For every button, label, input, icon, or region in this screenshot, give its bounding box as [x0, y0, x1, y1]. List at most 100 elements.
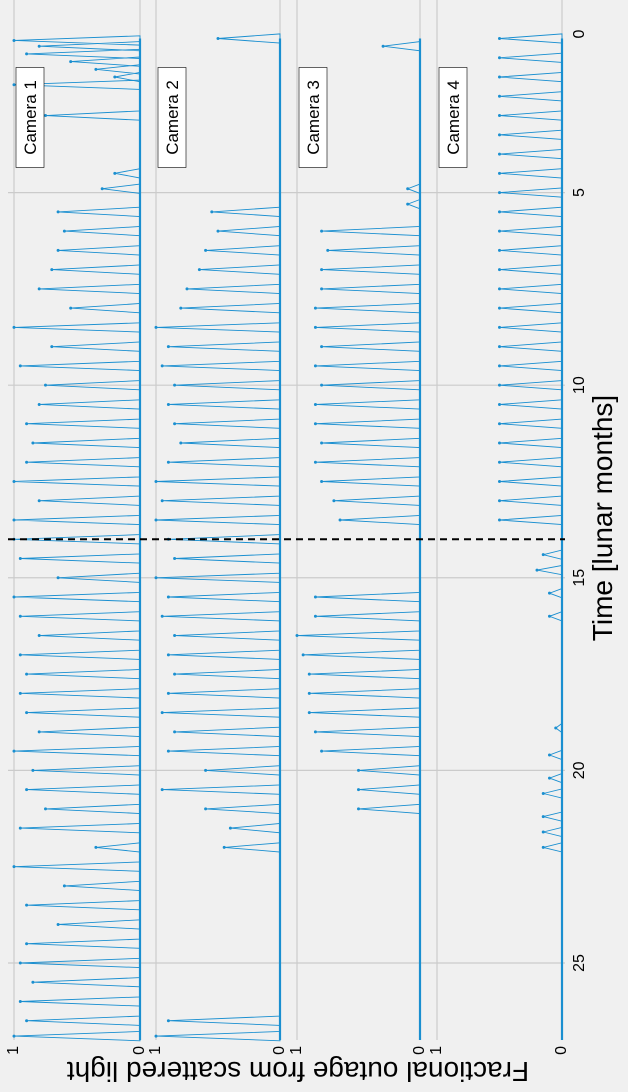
data-point — [320, 287, 324, 291]
data-point — [498, 268, 501, 272]
panel-label-text: Camera 4 — [444, 80, 463, 155]
data-point — [406, 202, 410, 206]
data-point — [406, 187, 410, 191]
data-point — [12, 83, 16, 87]
y-tick-label: 1 — [288, 1046, 305, 1055]
data-point — [154, 325, 158, 329]
data-point — [313, 460, 317, 464]
data-point — [50, 268, 54, 272]
data-point — [216, 229, 220, 233]
x-axis-label: Time [lunar months] — [587, 395, 618, 641]
data-point — [313, 730, 317, 734]
data-point — [18, 961, 22, 965]
data-point — [498, 191, 501, 195]
data-point — [498, 441, 501, 445]
data-point — [204, 807, 208, 811]
data-point — [357, 807, 360, 811]
y-tick-label: 1 — [147, 1046, 164, 1055]
data-point — [320, 441, 324, 445]
data-point — [25, 903, 29, 907]
data-point — [498, 499, 501, 503]
data-point — [295, 634, 299, 638]
data-point — [37, 730, 41, 734]
data-point — [100, 187, 104, 191]
data-point — [160, 614, 164, 618]
data-point — [173, 672, 177, 676]
data-point — [185, 287, 189, 291]
data-point — [535, 568, 539, 572]
data-point — [166, 749, 170, 753]
data-point — [94, 845, 98, 849]
data-point — [313, 614, 317, 618]
data-point — [554, 726, 558, 730]
data-point — [166, 691, 170, 695]
data-point — [18, 691, 22, 695]
data-point — [69, 306, 73, 310]
data-point — [498, 479, 501, 483]
data-point — [37, 499, 41, 503]
x-tick-label: 15 — [571, 569, 588, 587]
data-point — [25, 711, 29, 715]
data-point — [498, 287, 501, 291]
data-point — [25, 422, 29, 426]
data-point — [357, 788, 360, 792]
data-point — [216, 37, 220, 41]
data-point — [113, 171, 117, 175]
data-point — [166, 653, 170, 657]
data-point — [56, 210, 60, 214]
data-point — [204, 248, 208, 252]
y-tick-label: 0 — [131, 1046, 148, 1055]
data-point — [320, 479, 324, 483]
series-line-2 — [155, 33, 281, 1042]
data-point — [313, 306, 317, 310]
data-point — [25, 672, 29, 676]
data-point — [12, 479, 16, 483]
data-point — [498, 229, 501, 233]
data-point — [154, 576, 158, 580]
data-point — [498, 75, 501, 79]
data-point — [166, 460, 170, 464]
data-point — [498, 133, 501, 137]
panel-label-1: Camera 1 — [15, 67, 45, 168]
data-point — [173, 730, 177, 734]
y-tick-label: 0 — [553, 1046, 570, 1055]
y-tick-label: 0 — [411, 1046, 428, 1055]
series-layer — [12, 33, 564, 1042]
data-point — [160, 499, 164, 503]
data-point — [498, 383, 501, 387]
data-point — [320, 383, 324, 387]
data-point — [154, 1034, 158, 1038]
data-point — [179, 441, 183, 445]
data-point — [498, 518, 501, 522]
data-point — [320, 749, 324, 753]
data-point — [228, 826, 232, 830]
data-point — [498, 210, 501, 214]
data-point — [498, 460, 501, 464]
data-point — [94, 67, 98, 71]
data-point — [498, 94, 501, 98]
data-point — [320, 345, 324, 349]
data-point — [381, 44, 385, 48]
data-point — [18, 653, 22, 657]
data-point — [25, 788, 29, 792]
data-point — [313, 325, 317, 329]
data-point — [160, 711, 164, 715]
data-point — [179, 306, 183, 310]
data-point — [44, 807, 47, 811]
data-point — [50, 345, 54, 349]
data-point — [498, 345, 501, 349]
y-tick-label: 1 — [5, 1046, 22, 1055]
data-point — [548, 776, 551, 780]
data-point — [548, 753, 551, 757]
data-point — [31, 768, 35, 772]
data-point — [18, 826, 22, 830]
data-point — [498, 422, 501, 426]
data-point — [18, 614, 22, 618]
data-point — [313, 402, 317, 406]
data-point — [166, 595, 170, 599]
data-point — [44, 383, 47, 387]
data-point — [197, 268, 201, 272]
data-point — [12, 865, 16, 869]
panel-label-4: Camera 4 — [438, 67, 468, 168]
